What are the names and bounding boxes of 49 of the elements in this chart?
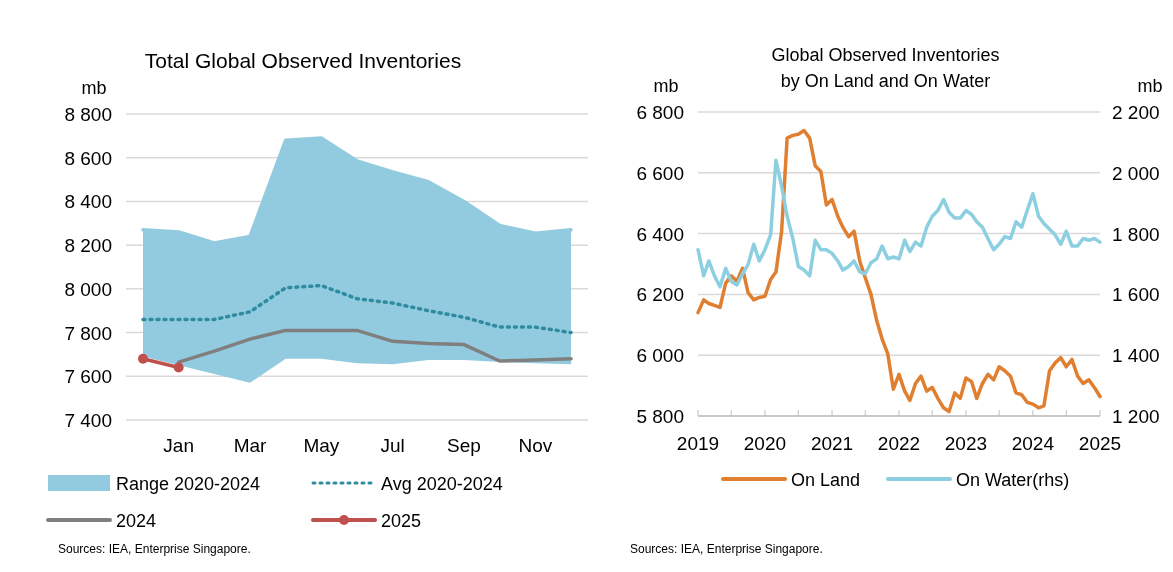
y2-tick-label: 1 800 [1112, 223, 1160, 245]
y-tick-label: 8 200 [64, 235, 112, 257]
x-tick-label: 2023 [944, 433, 988, 454]
source-note: Sources: IEA, Enterprise Singapore. [630, 542, 823, 556]
y-tick-label: 8 000 [64, 278, 112, 300]
legend-label: Range 2020-2024 [116, 474, 261, 494]
line-series [696, 158, 1102, 289]
y-tick-label: 8 400 [64, 191, 112, 213]
x-tick-label: Jan [163, 435, 194, 456]
y-tick-label: 7 800 [64, 322, 112, 344]
y2-tick-label: 2 000 [1112, 162, 1160, 184]
x-tick-label: 2024 [1011, 433, 1055, 454]
legend-label: Avg 2020-2024 [381, 474, 503, 494]
y-tick-label: 8 800 [64, 104, 112, 125]
y2-tick-label: 1 400 [1112, 345, 1160, 367]
y-axis-title: mb [653, 76, 679, 96]
y-tick-label: 6 800 [636, 102, 684, 123]
x-tick-label: Sep [447, 435, 481, 456]
x-tick-label: May [303, 435, 340, 456]
y-tick-label: 7 600 [64, 366, 112, 388]
y-tick-label: 6 400 [636, 223, 684, 245]
legend-label: On Land [791, 470, 861, 490]
legend-label: 2024 [116, 511, 157, 531]
x-tick-label: 2020 [743, 433, 787, 454]
y-tick-label: 6 200 [636, 284, 684, 306]
chart-title: Total Global Observed Inventories [144, 49, 462, 72]
x-tick-label: 2021 [810, 433, 854, 454]
legend-label: 2025 [381, 511, 422, 531]
y-axis-title: mb [81, 78, 107, 98]
x-tick-label: Nov [518, 435, 553, 456]
x-tick-label: Jul [380, 435, 405, 456]
y2-axis-title: mb [1137, 76, 1163, 96]
x-tick-label: 2022 [877, 433, 921, 454]
y-tick-label: 5 800 [636, 406, 684, 427]
legend-label: On Water(rhs) [956, 470, 1070, 490]
chart-title: Global Observed Inventories by On Land and On Water [771, 45, 1000, 91]
y2-tick-label: 1 200 [1112, 406, 1160, 427]
x-tick-label: 2025 [1078, 433, 1122, 454]
line-series [141, 283, 573, 335]
x-tick-label: Mar [233, 435, 268, 456]
y2-tick-label: 1 600 [1112, 284, 1160, 306]
line-series [696, 128, 1102, 414]
x-tick-label: 2019 [676, 433, 720, 454]
source-note: Sources: IEA, Enterprise Singapore. [58, 542, 251, 556]
y2-tick-label: 2 200 [1112, 102, 1160, 123]
y-tick-label: 8 600 [64, 147, 112, 169]
y-tick-label: 7 400 [64, 410, 112, 431]
y-tick-label: 6 600 [636, 162, 684, 184]
y-tick-label: 6 000 [636, 345, 684, 367]
